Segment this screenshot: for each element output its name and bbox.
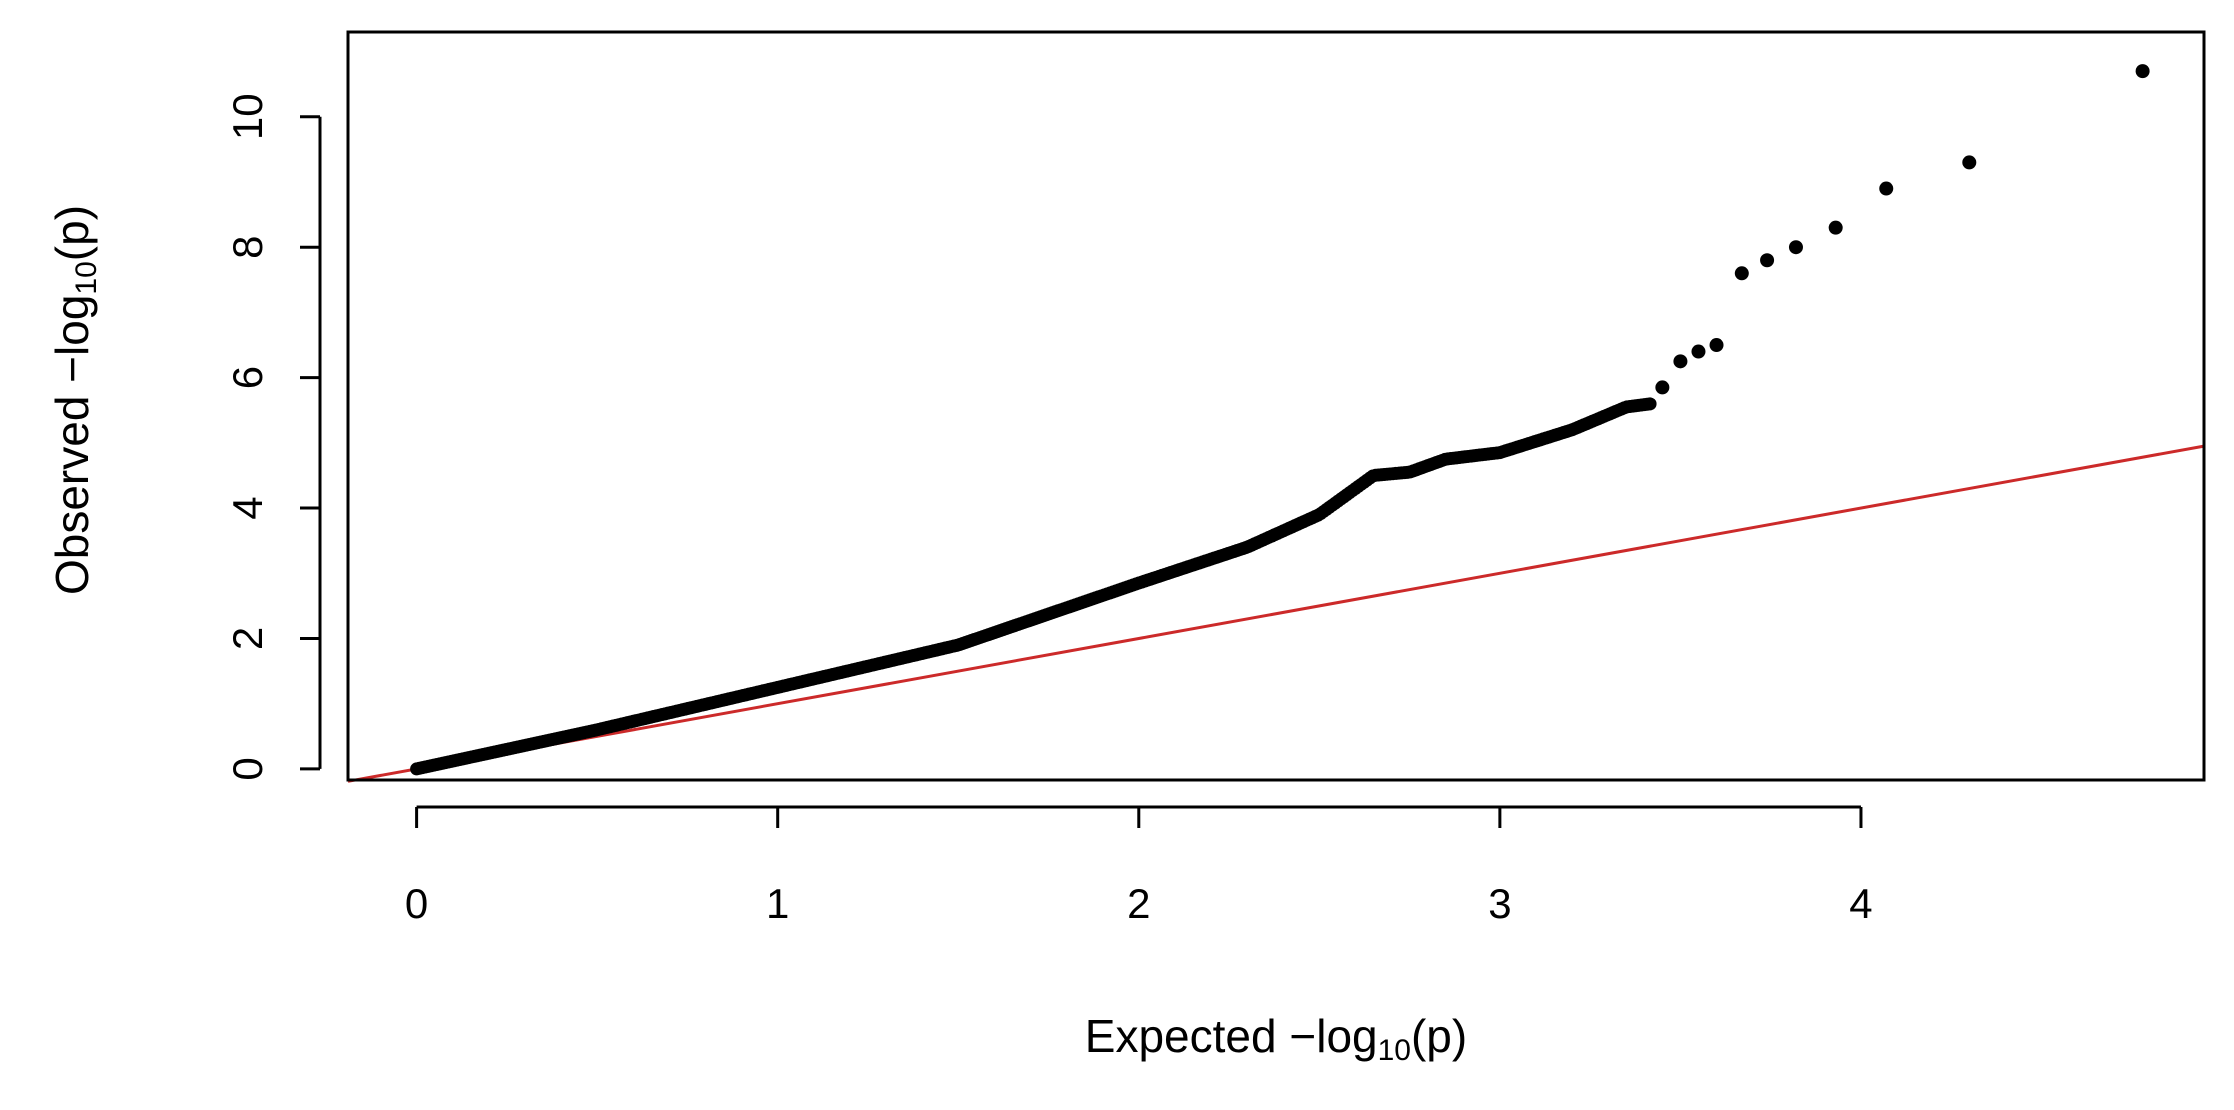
data-point [1709, 338, 1724, 353]
x-axis-title-subscript: 10 [1378, 1034, 1411, 1067]
data-point [1962, 155, 1977, 170]
y-axis-title-subscript: 10 [70, 261, 103, 294]
reference-line [347, 444, 2205, 783]
plot-frame [346, 30, 2206, 782]
data-point [1828, 220, 1843, 235]
x-tick-label: 2 [1127, 880, 1150, 927]
y-tick-label: 6 [224, 366, 271, 389]
y-tick-label: 0 [224, 757, 271, 780]
data-point [1691, 344, 1706, 359]
x-axis-title-text: Expected −log [1085, 1010, 1378, 1062]
y-axis-title-text: Observed −log [46, 295, 98, 595]
y-tick-label: 4 [224, 496, 271, 519]
data-point [1788, 240, 1803, 255]
y-tick-label: 2 [224, 627, 271, 650]
data-point [1673, 354, 1688, 369]
y-tick-label: 10 [224, 93, 271, 140]
y-tick-label: 8 [224, 236, 271, 259]
x-tick-label: 4 [1849, 880, 1872, 927]
data-point [1655, 380, 1670, 395]
data-point [1734, 266, 1749, 281]
plot-marks [347, 64, 2205, 783]
data-point [1760, 253, 1775, 268]
y-axis-title-suffix: (p) [46, 205, 98, 261]
x-axis: 0 1 2 3 4 [405, 805, 1873, 927]
x-tick-label: 3 [1488, 880, 1511, 927]
data-point [1643, 397, 1657, 411]
data-point [1879, 181, 1894, 196]
x-axis-title-suffix: (p) [1411, 1010, 1467, 1062]
x-tick-label: 0 [405, 880, 428, 927]
x-axis-title: Expected −log10(p) [1085, 1010, 1467, 1067]
data-point [2135, 64, 2150, 79]
x-tick-label: 1 [766, 880, 789, 927]
y-axis: 0 2 4 6 8 10 [224, 93, 322, 781]
y-axis-title: Observed −log10(p) [46, 205, 103, 595]
